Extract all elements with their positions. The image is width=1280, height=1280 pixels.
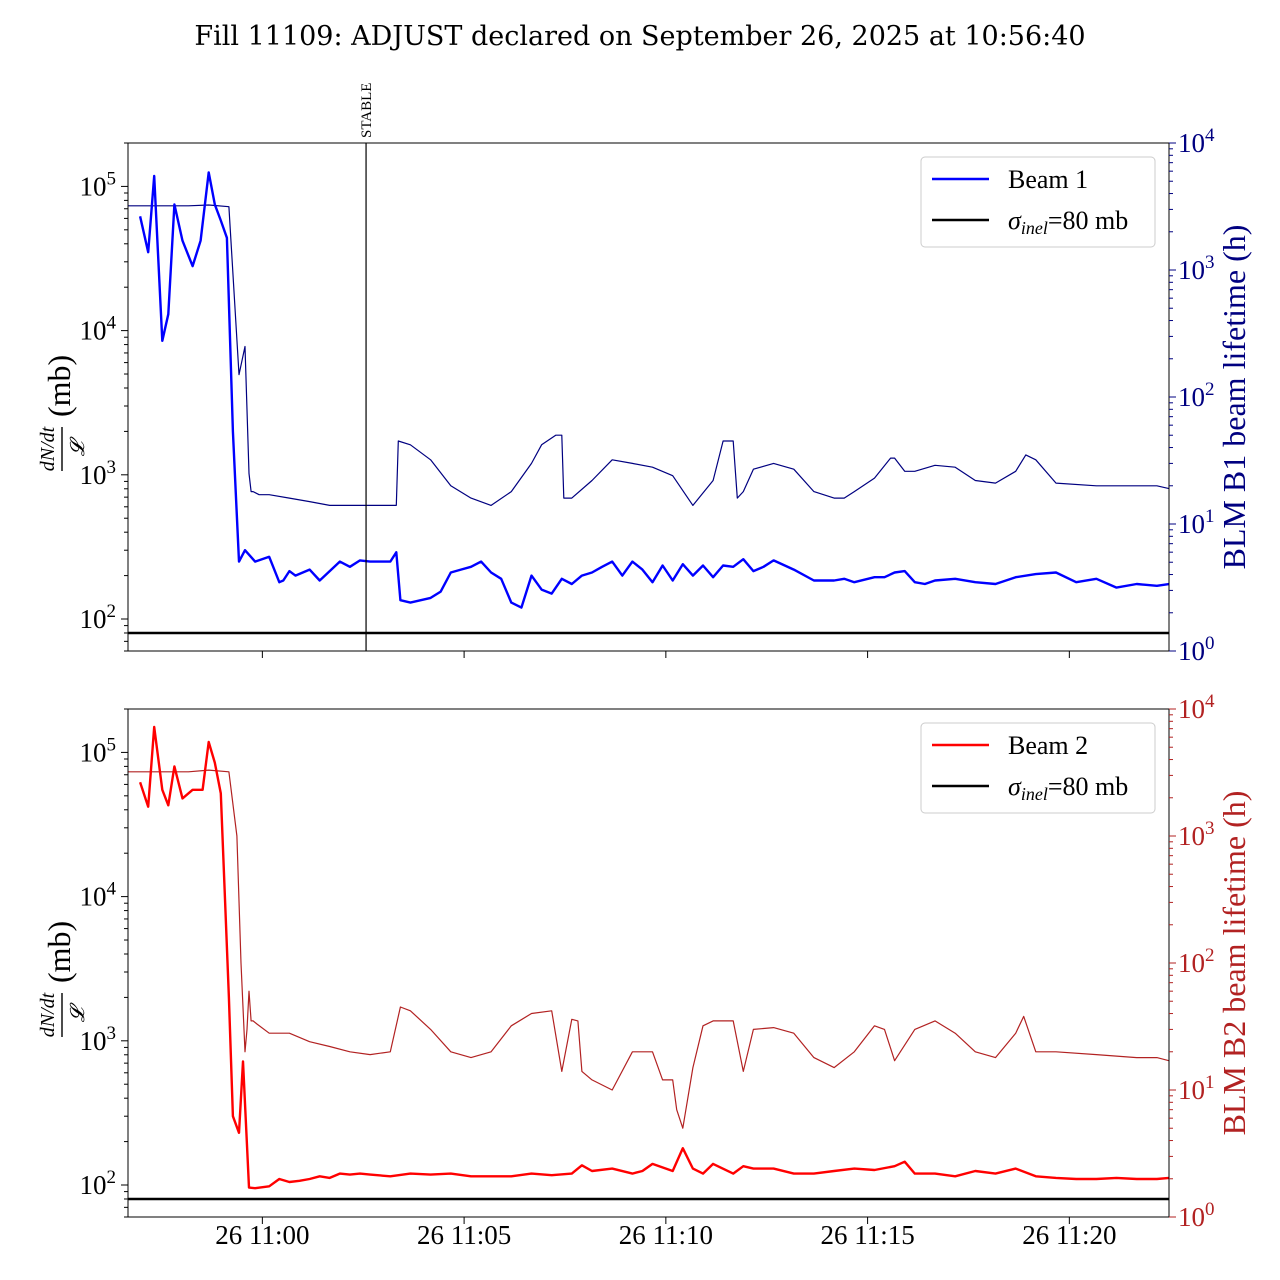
right-tick-label: 100	[1178, 1199, 1215, 1232]
left-axis-label: dN/dt 𝓛 (mb)	[37, 355, 89, 471]
x-tick-label: 26 11:00	[215, 1220, 309, 1250]
ylabel-numerator: dN/dt	[37, 426, 59, 471]
x-tick-label: 26 11:05	[417, 1220, 511, 1250]
left-tick-label: 102	[80, 1167, 117, 1200]
ylabel-numerator: dN/dt	[37, 992, 59, 1037]
top-panel: STABLE 102 103 104 105 100 101 102 103 104 dN/dt 𝓛 (…	[37, 83, 1252, 666]
left-tick-label: 103	[80, 1023, 117, 1056]
legend-label: σinel=80 mb	[1008, 206, 1128, 238]
right-tick-label: 104	[1178, 691, 1215, 724]
x-tick-label: 26 11:20	[1022, 1220, 1116, 1250]
right-tick-label: 102	[1178, 945, 1215, 978]
left-tick-label: 104	[80, 313, 117, 346]
left-tick-label: 103	[80, 457, 117, 490]
legend-label: σinel=80 mb	[1008, 772, 1128, 804]
series-line-beam-1	[138, 171, 1169, 609]
bottom-panel: 102 103 104 105 100 101 102 103 104 26 11:00 26 11…	[37, 691, 1252, 1250]
right-tick-label: 101	[1178, 506, 1215, 539]
left-tick-label: 105	[80, 734, 117, 767]
ylabel-unit: (mb)	[41, 921, 77, 983]
left-axis-label: dN/dt 𝓛 (mb)	[37, 921, 89, 1037]
ylabel-unit: (mb)	[41, 355, 77, 417]
left-tick-label: 102	[80, 601, 117, 634]
series-line-blm-b1-beam-lifetime	[128, 204, 1169, 506]
right-tick-label: 101	[1178, 1072, 1215, 1105]
legend-label: Beam 2	[1008, 731, 1088, 760]
right-axis-label: BLM B1 beam lifetime (h)	[1216, 225, 1252, 570]
right-tick-label: 102	[1178, 379, 1215, 412]
right-tick-label: 100	[1178, 633, 1215, 666]
ylabel-denominator: 𝓛	[67, 1002, 89, 1022]
left-tick-label: 105	[80, 168, 117, 201]
right-tick-label: 103	[1178, 252, 1215, 285]
series-line-blm-b2-beam-lifetime	[128, 769, 1169, 1129]
x-tick-label: 26 11:15	[820, 1220, 914, 1250]
stable-marker-label: STABLE	[359, 83, 375, 138]
figure-title: Fill 11109: ADJUST declared on September…	[194, 21, 1085, 52]
right-tick-label: 104	[1178, 125, 1215, 158]
legend-label: Beam 1	[1008, 165, 1088, 194]
right-tick-label: 103	[1178, 818, 1215, 851]
left-tick-label: 104	[80, 879, 117, 912]
right-axis-label: BLM B2 beam lifetime (h)	[1216, 791, 1252, 1136]
series-line-beam-2	[138, 725, 1169, 1190]
ylabel-denominator: 𝓛	[67, 436, 89, 456]
x-tick-label: 26 11:10	[619, 1220, 713, 1250]
